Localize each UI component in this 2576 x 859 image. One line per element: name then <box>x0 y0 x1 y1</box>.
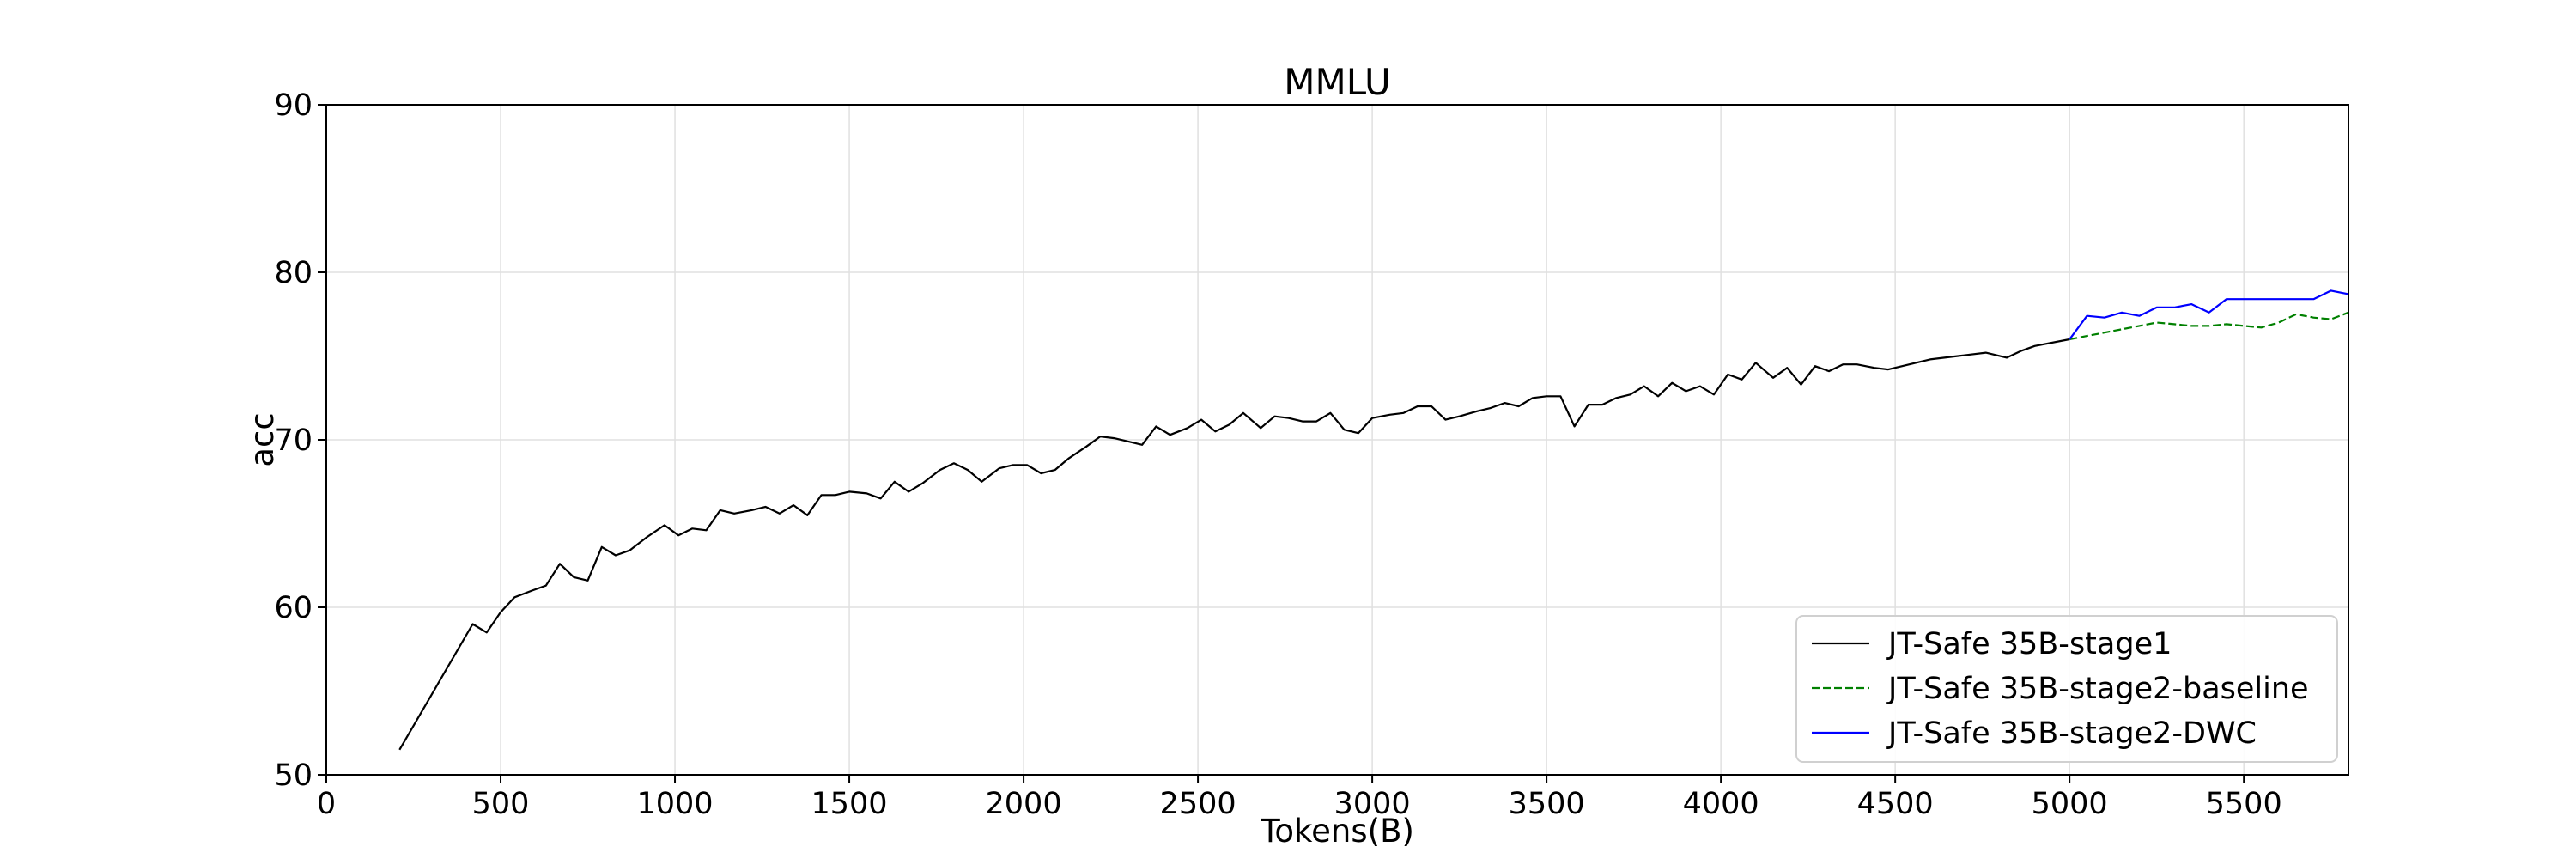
legend: JT-Safe 35B-stage1 JT-Safe 35B-stage2-bas… <box>1795 615 2338 763</box>
x-tick-label: 2500 <box>1160 787 1236 821</box>
y-tick-label: 50 <box>274 758 313 793</box>
x-tick-label: 2000 <box>986 787 1062 821</box>
chart-title: MMLU <box>1284 61 1391 103</box>
y-tick-label: 90 <box>274 88 313 123</box>
y-axis-label: acc <box>244 412 281 466</box>
series-lines <box>398 289 2349 751</box>
y-tick-label: 80 <box>274 256 313 290</box>
legend-label-1: JT-Safe 35B-stage1 <box>1886 627 2172 661</box>
legend-box <box>1795 615 2338 763</box>
x-axis-label: Tokens(B) <box>1260 813 1414 850</box>
x-tick-label: 3000 <box>1334 787 1411 821</box>
x-tick-label: 1500 <box>811 787 888 821</box>
legend-label-2: JT-Safe 35B-stage2-baseline <box>1886 672 2309 706</box>
y-tick-label: 60 <box>274 591 313 625</box>
x-tick-label: 5500 <box>2206 787 2282 821</box>
series-line-1 <box>398 338 2070 751</box>
x-tick-label: 1000 <box>636 787 713 821</box>
series-line-3 <box>2069 289 2349 340</box>
x-tick-label: 4000 <box>1683 787 1759 821</box>
x-tick-label: 0 <box>317 787 336 821</box>
x-tick-label: 4500 <box>1857 787 1934 821</box>
y-tick-label: 70 <box>274 423 313 458</box>
x-tick-label: 5000 <box>2032 787 2108 821</box>
x-tick-label: 500 <box>472 787 530 821</box>
x-tick-label: 3500 <box>1509 787 1585 821</box>
series-line-2 <box>2069 311 2349 341</box>
axis-ticks: 0 500 1000 1500 2000 2500 3000 3500 4000 4500 5000… <box>274 88 2281 821</box>
legend-label-3: JT-Safe 35B-stage2-DWC <box>1886 716 2257 751</box>
